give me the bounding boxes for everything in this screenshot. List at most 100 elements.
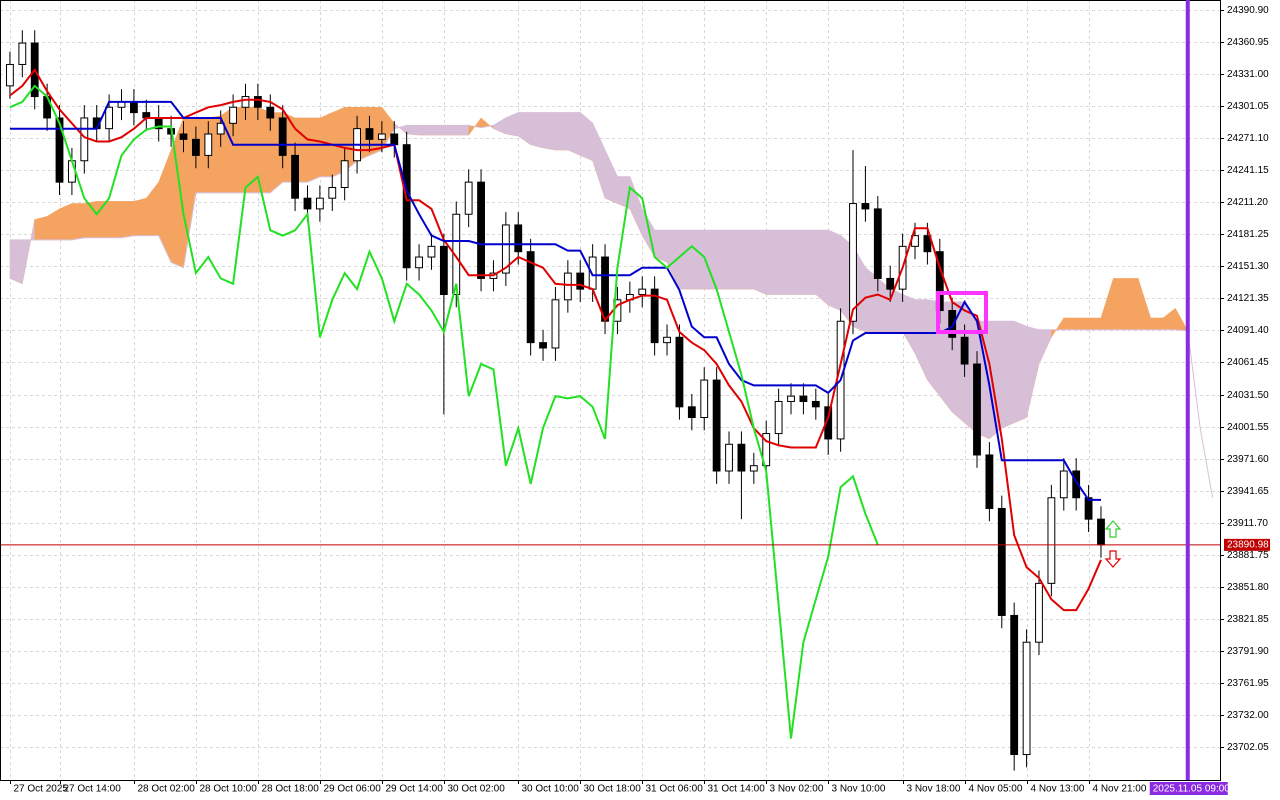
cloud-segment: [456, 125, 469, 136]
candle-body: [774, 400, 783, 435]
y-tick-label: 23971.60: [1227, 454, 1269, 465]
cloud-segment: [34, 216, 48, 241]
y-tick-label: 23911.70: [1227, 518, 1268, 529]
cloud-segment: [691, 230, 705, 290]
candle-body: [675, 336, 684, 408]
candle-body: [415, 256, 423, 269]
indicator-line: [9, 100, 1101, 501]
y-tick-label: 24241.15: [1227, 165, 1269, 176]
candle-body: [638, 288, 647, 295]
candle-body: [439, 245, 448, 295]
candle-body: [923, 235, 932, 253]
candle-body: [539, 342, 547, 349]
plot-frame: [0, 0, 1221, 781]
y-tick-label: 24061.45: [1227, 357, 1269, 368]
x-tick-label: 3 Nov 02:00: [770, 784, 824, 795]
highlight-box: [936, 291, 988, 334]
candle-body: [725, 443, 733, 472]
x-tick-label: 27 Oct 2025: [14, 784, 69, 795]
indicator-line: [9, 84, 879, 739]
x-tick-label: 28 Oct 02:00: [138, 784, 196, 795]
y-tick-label: 24211.20: [1227, 197, 1268, 208]
candle-body: [402, 144, 411, 269]
cloud-segment: [1113, 278, 1127, 331]
candle-body: [563, 272, 572, 301]
candle-body: [1097, 518, 1105, 546]
last-price-label: 23890.98: [1227, 540, 1269, 551]
candle-body: [229, 106, 237, 124]
candle-body: [204, 133, 213, 156]
cloud-segment: [753, 230, 767, 295]
candle-body: [216, 122, 225, 135]
candle-body: [477, 181, 485, 279]
candle-body: [1072, 470, 1081, 499]
candle-body: [997, 507, 1006, 616]
cloud-segment: [1125, 278, 1139, 331]
candle-body: [1059, 470, 1068, 499]
candle-body: [873, 208, 882, 279]
y-tick-label: 23881.75: [1227, 550, 1269, 561]
cloud-segment: [121, 201, 135, 239]
cloud-segment: [815, 230, 829, 306]
candle-body: [291, 154, 299, 199]
cloud-segment: [1150, 317, 1164, 331]
candle-body: [1047, 497, 1056, 584]
x-tick-label: 3 Nov 10:00: [832, 784, 886, 795]
candle-body: [960, 336, 969, 365]
candle-body: [266, 106, 275, 119]
cloud-segment: [827, 229, 841, 311]
candle-body: [365, 128, 374, 140]
y-tick-label: 24091.40: [1227, 325, 1269, 336]
cloud-segment: [716, 230, 730, 290]
cloud-segment: [133, 197, 147, 236]
cloud-segment: [1063, 317, 1077, 331]
candle-body: [973, 363, 981, 456]
x-tick-label: 30 Oct 02:00: [448, 784, 506, 795]
x-tick-label: 27 Oct 14:00: [64, 784, 122, 795]
cloud-segment: [778, 230, 792, 295]
candle-body: [452, 213, 461, 295]
x-tick-label: 30 Oct 18:00: [584, 784, 642, 795]
y-tick-label: 23732.00: [1227, 710, 1269, 721]
cloud-segment: [245, 107, 259, 194]
candle-body: [799, 395, 808, 402]
candle-body: [749, 465, 758, 472]
candle-body: [985, 454, 994, 509]
indicator-line: [9, 68, 1102, 612]
x-tick-label: 31 Oct 14:00: [708, 784, 766, 795]
candle-body: [526, 251, 535, 344]
y-tick-label: 24031.50: [1227, 390, 1269, 401]
candle-body: [576, 272, 585, 290]
candle-body: [787, 395, 795, 402]
indicator-lines: [0, 68, 1220, 739]
candle-body: [861, 203, 870, 210]
candle-body: [179, 133, 188, 140]
y-tick-label: 24271.10: [1227, 133, 1269, 144]
candle-body: [6, 63, 14, 87]
candles: [6, 30, 1105, 771]
candle-body: [1022, 641, 1031, 756]
candle-body: [80, 117, 89, 162]
y-tick-label: 23851.80: [1227, 582, 1269, 593]
candle-body: [427, 245, 436, 258]
y-tick-label: 23821.85: [1227, 614, 1269, 625]
cloud-segment: [765, 230, 779, 295]
down-arrow: [1104, 550, 1122, 568]
candle-body: [105, 106, 114, 130]
candle-body: [191, 138, 200, 156]
cloud-segment: [1075, 317, 1089, 331]
cloud-segment: [790, 230, 804, 295]
cloud-segment: [257, 106, 271, 194]
y-tick-label: 24151.30: [1227, 261, 1269, 272]
candle-body: [303, 197, 312, 210]
x-tick-label: 4 Nov 13:00: [1031, 784, 1085, 795]
cloud-segment: [741, 230, 755, 290]
candle-body: [737, 443, 746, 472]
overlays: [936, 291, 1122, 568]
cloud-segment: [530, 112, 544, 149]
candle-body: [1084, 497, 1093, 520]
candle-body: [650, 288, 659, 344]
